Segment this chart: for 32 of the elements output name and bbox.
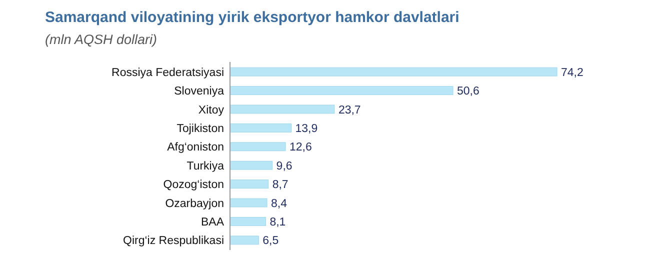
bar — [230, 217, 266, 226]
data-label: 50,6 — [456, 86, 480, 98]
data-label: 8,4 — [271, 198, 288, 210]
y-tick-label: BAA — [200, 216, 224, 228]
y-tick-label: Qirg‘iz Respublikasi — [123, 235, 224, 248]
y-tick-label: Xitoy — [198, 104, 224, 116]
data-label: 12,6 — [290, 142, 312, 154]
bar — [230, 142, 286, 152]
y-tick-label: Turkiya — [186, 160, 225, 172]
bar — [230, 67, 558, 76]
y-tick-label: Afg‘oniston — [167, 142, 224, 154]
chart-title: Samarqand viloyatining yirik eksportyor hamkor davlatlari — [45, 9, 460, 26]
y-tick-label: Ozarbayjon — [165, 198, 224, 210]
bar — [230, 180, 269, 189]
bar — [230, 236, 259, 245]
data-label: 8,7 — [272, 179, 288, 192]
y-tick-label: Sloveniya — [174, 86, 225, 98]
data-label: 13,9 — [295, 122, 318, 135]
bar — [230, 104, 335, 114]
bar — [230, 86, 454, 95]
y-tick-label: Qozog‘iston — [163, 179, 224, 192]
data-label: 23,7 — [338, 104, 361, 116]
y-tick-label: Rossiya Federatsiyasi — [112, 66, 224, 79]
data-label: 74,2 — [561, 66, 584, 79]
text: (mln AQSH dollari) — [45, 32, 158, 47]
data-label: 8,1 — [270, 216, 286, 228]
bar — [230, 198, 268, 208]
data-label: 6,5 — [262, 235, 279, 248]
data-label: 9,6 — [276, 160, 292, 172]
y-tick-label: Tojikiston — [176, 122, 224, 135]
bar — [230, 123, 292, 132]
bar — [230, 160, 273, 170]
